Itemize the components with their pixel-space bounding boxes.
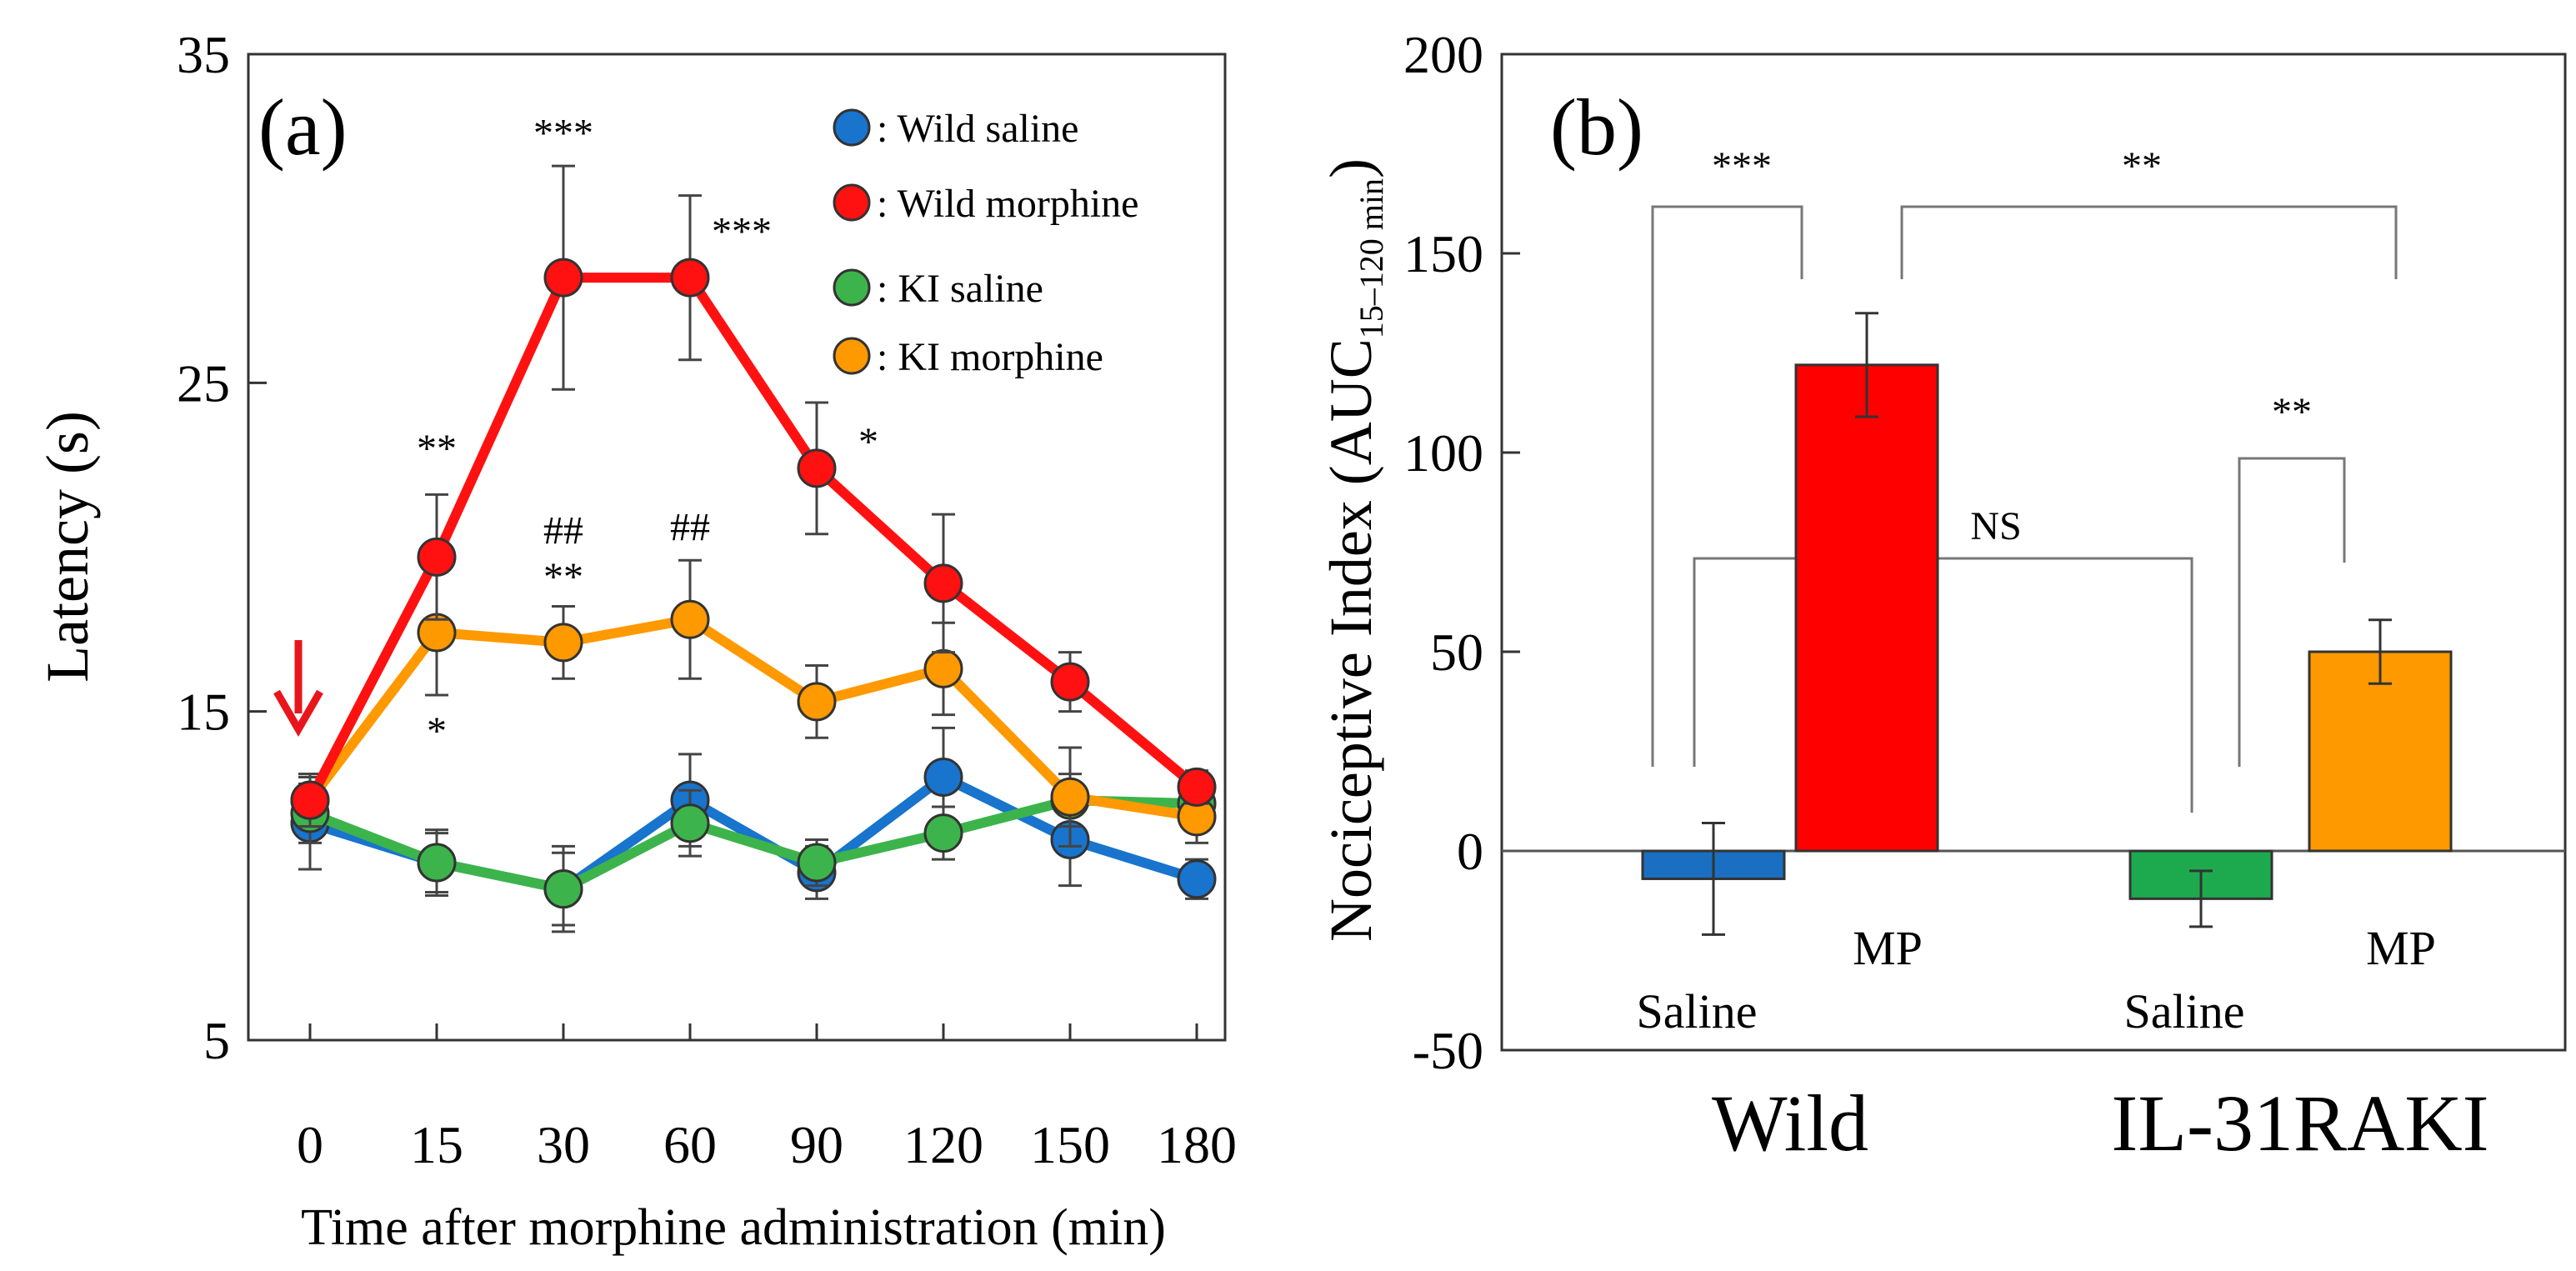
series-ki-morphine [290,558,1217,848]
line-chart-panel-a: (a) Latency (s) Time after morphine admi… [34,25,1237,1256]
y-tick-label-b: 0 [1457,822,1483,881]
x-axis-title-a: Time after morphine administration (min) [301,1199,1166,1256]
significance-mark-a: * [427,709,447,753]
series-wild-saline [290,726,1217,933]
x-tick-label-a: 15 [410,1115,463,1174]
data-point [797,448,837,488]
significance-mark-b: ** [2272,390,2312,434]
x-tick-label-a: 0 [297,1115,323,1174]
y-axis-title-b: Nociceptive Index (AUC15–120 min) [1318,158,1390,942]
data-point [670,803,710,843]
data-point [543,258,583,298]
x-tick-label-a: 120 [903,1115,983,1174]
panel-label-a: (a) [258,83,348,172]
bar-label: MP [2366,921,2436,975]
data-point [923,648,963,688]
data-point [543,623,583,663]
significance-mark-b: ** [2122,144,2162,188]
significance-mark-a: *** [533,111,593,155]
bracket-saline-wild-vs-ki [1693,557,2193,813]
bar-il-31raki-mp [2308,650,2453,853]
significance-mark-a: ## [670,506,710,550]
plot-frame-b [1500,53,2567,1052]
significance-mark-a: ** [417,427,457,471]
data-point [417,843,457,883]
group-label: IL-31RAKI [2111,1078,2488,1168]
series-line [305,273,1200,803]
plot-frame-a [247,53,1227,1042]
y-tick-label-b: 150 [1403,224,1483,283]
legend-marker [833,337,871,375]
data-point [923,563,963,603]
bar-label: Saline [1637,984,1758,1038]
significance-mark-a: * [858,420,878,464]
data-point [1177,767,1217,807]
y-tick-label-b: 200 [1403,25,1483,84]
legend-label: : Wild saline [877,107,1078,151]
legend-a: : Wild saline : Wild morphine : KI saline:… [833,107,1138,379]
data-point [670,599,710,639]
legend-label: : KI morphine [877,335,1103,379]
data-point [670,258,710,298]
data-point [797,843,837,883]
x-tick-label-a: 90 [790,1115,843,1174]
legend-marker [833,183,871,222]
group-label: Wild [1712,1078,1868,1168]
data-point [923,813,963,853]
y-axis-title-b-main: Nociceptive Index (AUC [1318,338,1384,942]
series-wild-morphine [290,164,1217,828]
y-axis-title-a: Latency (s) [34,411,101,683]
data-point [923,758,963,798]
y-tick-label-a: 35 [177,25,230,84]
y-tick-label-b: -50 [1413,1021,1483,1080]
x-tick-label-a: 60 [663,1115,717,1174]
significance-mark-a: ## [543,509,583,553]
y-tick-label-b: 50 [1430,623,1483,682]
data-point [1177,859,1217,899]
y-tick-label-a: 25 [177,353,230,413]
bracket-ki-saline-vs-mp [2238,457,2346,767]
data-point [417,537,457,577]
legend-label: : Wild morphine [877,182,1138,226]
bar-wild-mp [1794,363,1939,853]
significance-mark-a: ** [543,555,583,599]
legend-marker [833,268,871,307]
data-point [543,869,583,909]
y-axis-title-b-close: ) [1318,158,1384,178]
data-point [1050,777,1090,817]
significance-mark-b: NS [1970,504,2021,548]
data-point [290,780,330,820]
injection-arrow-head [273,689,323,737]
legend-label: : KI saline [877,267,1043,311]
x-tick-label-a: 180 [1157,1115,1237,1174]
y-tick-label-b: 100 [1403,423,1483,483]
bar-chart-panel-b: (b) Nociceptive Index (AUC15–120 min) -5… [1318,25,2567,1168]
series-line [308,795,1198,894]
bar-label: Saline [2124,984,2245,1038]
significance-mark-a: *** [712,210,772,254]
x-tick-label-a: 150 [1030,1115,1110,1174]
panel-label-b: (b) [1550,83,1643,172]
bracket-mp-wild-vs-ki [1900,205,2398,279]
data-point [1050,662,1090,702]
y-tick-label-a: 15 [177,683,230,742]
y-axis-title-b-subscript: 15–120 min [1353,178,1390,338]
legend-marker [833,108,871,147]
x-tick-label-a: 30 [537,1115,590,1174]
bracket-wild-saline-vs-mp [1651,205,1803,767]
y-tick-label-a: 5 [203,1011,230,1070]
series-line [306,614,1198,822]
bar-label: MP [1853,921,1923,975]
data-point [797,682,837,722]
significance-mark-b: *** [1712,144,1772,188]
